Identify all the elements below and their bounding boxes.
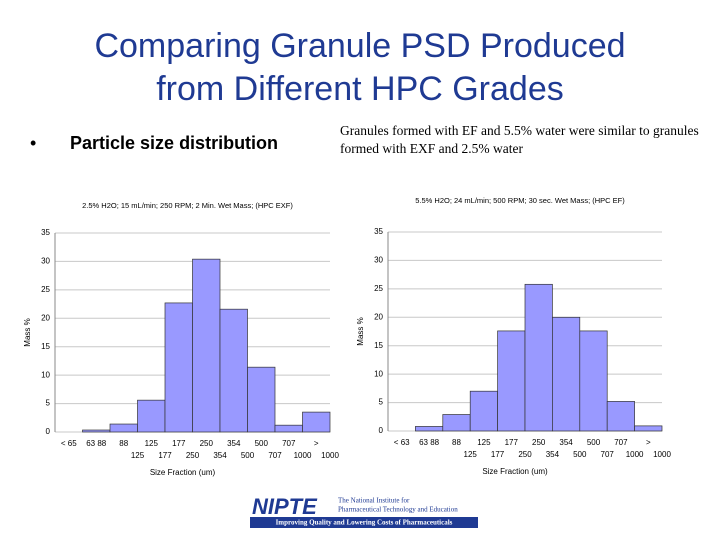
bar bbox=[247, 366, 276, 433]
x-tick-label: 88 bbox=[119, 439, 128, 448]
x-tick-label: 125 bbox=[145, 439, 159, 448]
bar bbox=[192, 258, 221, 433]
logo-name: NIPTE bbox=[252, 494, 318, 519]
x-tick-label: 1000 bbox=[626, 450, 644, 459]
y-tick-label: 35 bbox=[374, 227, 383, 236]
bar bbox=[497, 330, 526, 432]
x-tick-label: 177 bbox=[158, 451, 172, 460]
bar bbox=[524, 283, 553, 432]
slide-title: from Different HPC Grades bbox=[156, 70, 564, 108]
x-axis-label: Size Fraction (um) bbox=[482, 467, 548, 476]
x-tick-label: 707 bbox=[268, 451, 282, 460]
x-tick-label: 250 bbox=[186, 451, 200, 460]
x-tick-label: 1000 bbox=[321, 451, 339, 460]
x-tick-label: 177 bbox=[491, 450, 505, 459]
y-axis-label: Mass % bbox=[23, 318, 32, 346]
y-tick-label: 25 bbox=[41, 285, 50, 294]
bar bbox=[82, 429, 111, 433]
y-tick-label: 15 bbox=[374, 341, 383, 350]
bar bbox=[415, 426, 444, 432]
x-tick-label: 1000 bbox=[653, 450, 671, 459]
y-tick-label: 0 bbox=[379, 426, 384, 435]
x-tick-label: 707 bbox=[601, 450, 615, 459]
bar bbox=[634, 425, 663, 432]
bar bbox=[552, 316, 581, 432]
bar bbox=[579, 330, 608, 432]
x-tick-label: 500 bbox=[587, 438, 601, 447]
y-tick-label: 20 bbox=[374, 312, 383, 321]
y-tick-label: 15 bbox=[41, 342, 50, 351]
x-tick-label: 177 bbox=[172, 439, 186, 448]
x-tick-label: 125 bbox=[477, 438, 491, 447]
bar bbox=[469, 390, 498, 432]
x-tick-label: 500 bbox=[573, 450, 587, 459]
bar bbox=[302, 411, 331, 433]
logo-tagline: Improving Quality and Lowering Costs of … bbox=[276, 519, 453, 527]
logo-org: The National Institute for bbox=[338, 497, 410, 505]
x-tick-label: 125 bbox=[464, 450, 478, 459]
y-tick-label: 20 bbox=[41, 313, 50, 322]
y-tick-label: 30 bbox=[41, 257, 50, 266]
bullet-dot: • bbox=[30, 133, 36, 153]
chart-title: 5.5% H2O; 24 mL/min; 500 RPM; 30 sec. We… bbox=[415, 196, 625, 205]
x-tick-label: 354 bbox=[559, 438, 573, 447]
x-tick-label: 354 bbox=[227, 439, 241, 448]
y-tick-label: 30 bbox=[374, 256, 383, 265]
bullet: Particle size distribution bbox=[70, 133, 278, 153]
y-tick-label: 35 bbox=[41, 228, 50, 237]
y-tick-label: 0 bbox=[46, 427, 51, 436]
bar bbox=[274, 424, 303, 433]
x-tick-label: 1000 bbox=[294, 451, 312, 460]
x-tick-label: 500 bbox=[241, 451, 255, 460]
x-tick-label: 125 bbox=[131, 451, 145, 460]
x-tick-label: 250 bbox=[518, 450, 532, 459]
bar bbox=[137, 399, 166, 433]
x-tick-label: 88 bbox=[452, 438, 461, 447]
x-tick-label: > bbox=[646, 438, 651, 447]
x-tick-label: 354 bbox=[213, 451, 227, 460]
x-tick-label: < 65 bbox=[61, 439, 77, 448]
x-axis-label: Size Fraction (um) bbox=[150, 468, 216, 477]
logo-band bbox=[250, 517, 478, 528]
bar bbox=[442, 414, 471, 432]
bar bbox=[219, 308, 248, 433]
x-tick-label: 63 88 bbox=[86, 439, 107, 448]
y-tick-label: 10 bbox=[41, 370, 50, 379]
y-tick-label: 10 bbox=[374, 369, 383, 378]
x-tick-label: 707 bbox=[282, 439, 296, 448]
bar bbox=[164, 302, 193, 433]
chart-title: 2.5% H2O; 15 mL/min; 250 RPM; 2 Min. Wet… bbox=[82, 201, 293, 210]
note: Granules formed with EF and 5.5% water w… bbox=[340, 123, 699, 156]
x-tick-label: 63 88 bbox=[419, 438, 440, 447]
slide-title: Comparing Granule PSD Produced bbox=[94, 27, 625, 65]
x-tick-label: 500 bbox=[255, 439, 269, 448]
x-tick-label: 707 bbox=[614, 438, 628, 447]
y-axis-label: Mass % bbox=[356, 317, 365, 345]
x-tick-label: 177 bbox=[505, 438, 519, 447]
bar bbox=[109, 423, 138, 433]
x-tick-label: 354 bbox=[546, 450, 560, 459]
x-tick-label: > bbox=[314, 439, 319, 448]
y-tick-label: 5 bbox=[46, 399, 51, 408]
bar bbox=[606, 401, 635, 432]
y-tick-label: 5 bbox=[379, 398, 384, 407]
x-tick-label: < 63 bbox=[394, 438, 410, 447]
y-tick-label: 25 bbox=[374, 284, 383, 293]
logo-org: Pharmaceutical Technology and Education bbox=[338, 506, 458, 514]
x-tick-label: 250 bbox=[532, 438, 546, 447]
x-tick-label: 250 bbox=[200, 439, 214, 448]
